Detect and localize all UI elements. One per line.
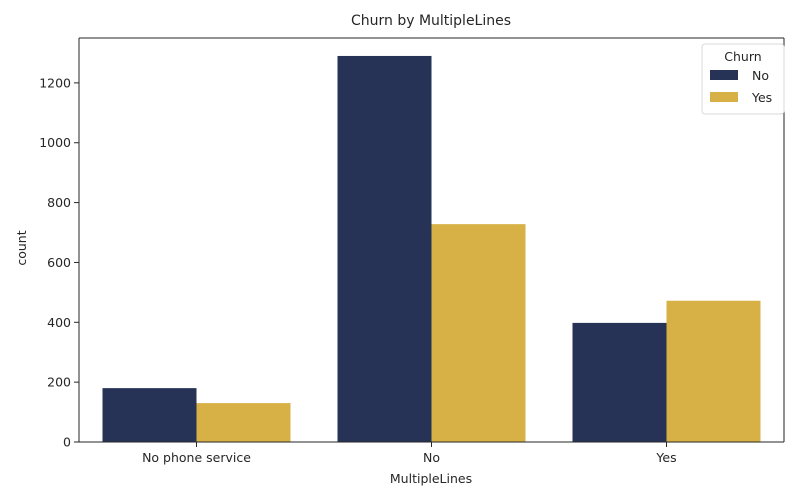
y-tick-label: 200 xyxy=(47,375,71,390)
y-tick-label: 1000 xyxy=(39,135,71,150)
bar-no-0 xyxy=(102,388,197,442)
bar-yes-0 xyxy=(196,403,291,442)
x-axis-label: MultipleLines xyxy=(390,471,472,486)
bar-no-1 xyxy=(337,55,432,442)
x-tick-label: No xyxy=(423,450,440,465)
x-tick-label: Yes xyxy=(655,450,676,465)
bar-no-2 xyxy=(572,322,667,442)
y-tick-label: 800 xyxy=(47,195,71,210)
x-tick-label: No phone service xyxy=(142,450,251,465)
legend-label-yes: Yes xyxy=(751,90,772,105)
bar-yes-2 xyxy=(666,300,761,442)
y-tick-label: 400 xyxy=(47,315,71,330)
y-axis-label: count xyxy=(14,230,29,265)
x-axis-ticks: No phone service No Yes xyxy=(142,442,677,465)
bars-group xyxy=(102,55,761,442)
legend-swatch-yes xyxy=(710,92,738,102)
bar-yes-1 xyxy=(431,224,526,442)
y-axis-ticks: 0 200 400 600 800 1000 1200 xyxy=(39,75,79,450)
y-tick-label: 1200 xyxy=(39,75,71,90)
legend-swatch-no xyxy=(710,70,738,80)
chart-title: Churn by MultipleLines xyxy=(351,13,511,29)
y-tick-label: 600 xyxy=(47,255,71,270)
y-tick-label: 0 xyxy=(63,435,71,450)
legend-label-no: No xyxy=(752,68,769,83)
legend-title: Churn xyxy=(724,49,761,64)
legend: Churn No Yes xyxy=(701,43,785,115)
